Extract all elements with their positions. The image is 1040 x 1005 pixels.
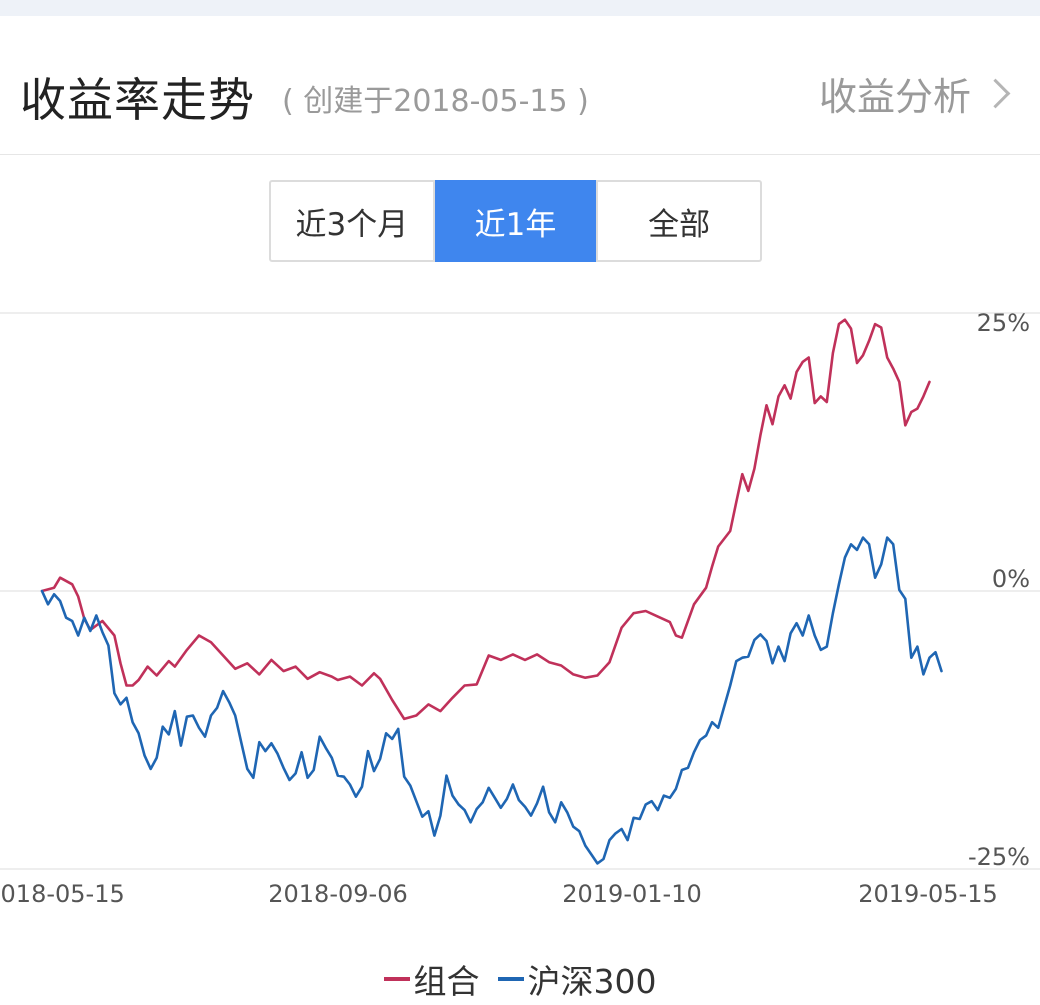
page-title: 收益率走势: [20, 73, 255, 127]
x-tick-label: 2018-05-15: [0, 880, 125, 908]
x-tick-label: 2019-01-10: [562, 880, 701, 908]
legend-item-index[interactable]: 沪深300: [497, 955, 657, 1003]
y-tick-label: -25%: [968, 843, 1030, 871]
card-header: 收益率走势 ( 创建于2018-05-15 ) 收益分析: [0, 16, 1040, 155]
tab-1-year[interactable]: 近1年: [434, 180, 599, 262]
analysis-link-label: 收益分析: [818, 75, 971, 119]
legend-swatch-index: [497, 977, 524, 981]
legend-label-portfolio: 组合: [413, 962, 480, 1001]
series-line-index: [40, 536, 943, 865]
tab-3-months[interactable]: 近3个月: [271, 182, 435, 260]
chevron-right-icon: [980, 78, 1011, 109]
status-strip: [0, 0, 1040, 16]
legend-item-portfolio[interactable]: 组合: [383, 955, 480, 1003]
created-date: ( 创建于2018-05-15 ): [282, 84, 589, 119]
y-tick-label: 0%: [992, 565, 1030, 593]
legend-label-index: 沪深300: [527, 962, 657, 1001]
analysis-link[interactable]: 收益分析: [819, 66, 1016, 121]
tab-all[interactable]: 全部: [648, 206, 711, 243]
legend: 组合 沪深300: [0, 955, 1040, 1003]
y-tick-label: 25%: [977, 309, 1030, 337]
legend-swatch-portfolio: [383, 977, 410, 981]
return-chart: 25% 0% -25% 2018-05-15 2018-09-06 2019-01-10 2…: [0, 309, 1040, 908]
x-tick-label: 2018-09-06: [268, 880, 407, 908]
x-tick-label: 2019-05-15: [858, 880, 997, 908]
range-selector: 近3个月 近1年 全部: [269, 180, 762, 262]
series-line-portfolio: [40, 318, 931, 721]
